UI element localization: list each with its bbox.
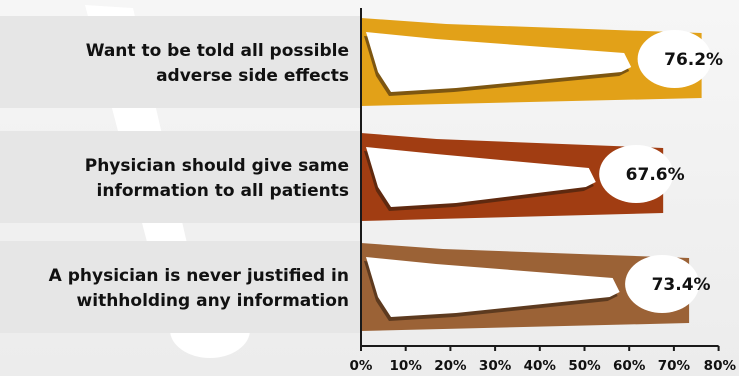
row-band bbox=[0, 131, 361, 223]
x-tick-label: 80% bbox=[704, 358, 737, 374]
category-labels: Want to be told all possible adverse side… bbox=[49, 41, 349, 311]
value-labels: 76.2% 67.6% 73.4% bbox=[599, 30, 723, 313]
x-tick-label: 20% bbox=[434, 358, 467, 374]
x-tick-label: 10% bbox=[390, 358, 423, 374]
value-label: 76.2% bbox=[664, 50, 723, 70]
x-axis: 0% 10% 20% 30% 40% 50% 60% 70% 80% bbox=[350, 8, 737, 374]
category-label: adverse side effects bbox=[156, 66, 349, 86]
bar-highlight bbox=[366, 32, 632, 92]
bar-highlight bbox=[366, 147, 596, 207]
row-band bbox=[0, 16, 361, 108]
category-label: withholding any information bbox=[77, 291, 349, 311]
x-tick-label: 70% bbox=[658, 358, 691, 374]
category-label: A physician is never justified in bbox=[49, 266, 349, 286]
value-label: 67.6% bbox=[626, 165, 685, 185]
x-tick-label: 40% bbox=[524, 358, 557, 374]
bars bbox=[361, 18, 702, 331]
category-label: Physician should give same bbox=[85, 156, 349, 176]
value-bubble bbox=[599, 145, 674, 203]
row-band bbox=[0, 241, 361, 333]
value-bubble bbox=[637, 30, 712, 88]
x-tick-label: 50% bbox=[568, 358, 601, 374]
category-label: information to all patients bbox=[97, 181, 349, 201]
value-label: 73.4% bbox=[652, 275, 711, 295]
x-tick-label: 0% bbox=[350, 358, 373, 374]
x-tick-label: 60% bbox=[613, 358, 646, 374]
category-label: Want to be told all possible bbox=[86, 41, 349, 61]
x-tick-label: 30% bbox=[479, 358, 512, 374]
row-bands bbox=[0, 16, 361, 333]
bar-highlight bbox=[366, 257, 620, 317]
value-bubble bbox=[625, 255, 700, 313]
